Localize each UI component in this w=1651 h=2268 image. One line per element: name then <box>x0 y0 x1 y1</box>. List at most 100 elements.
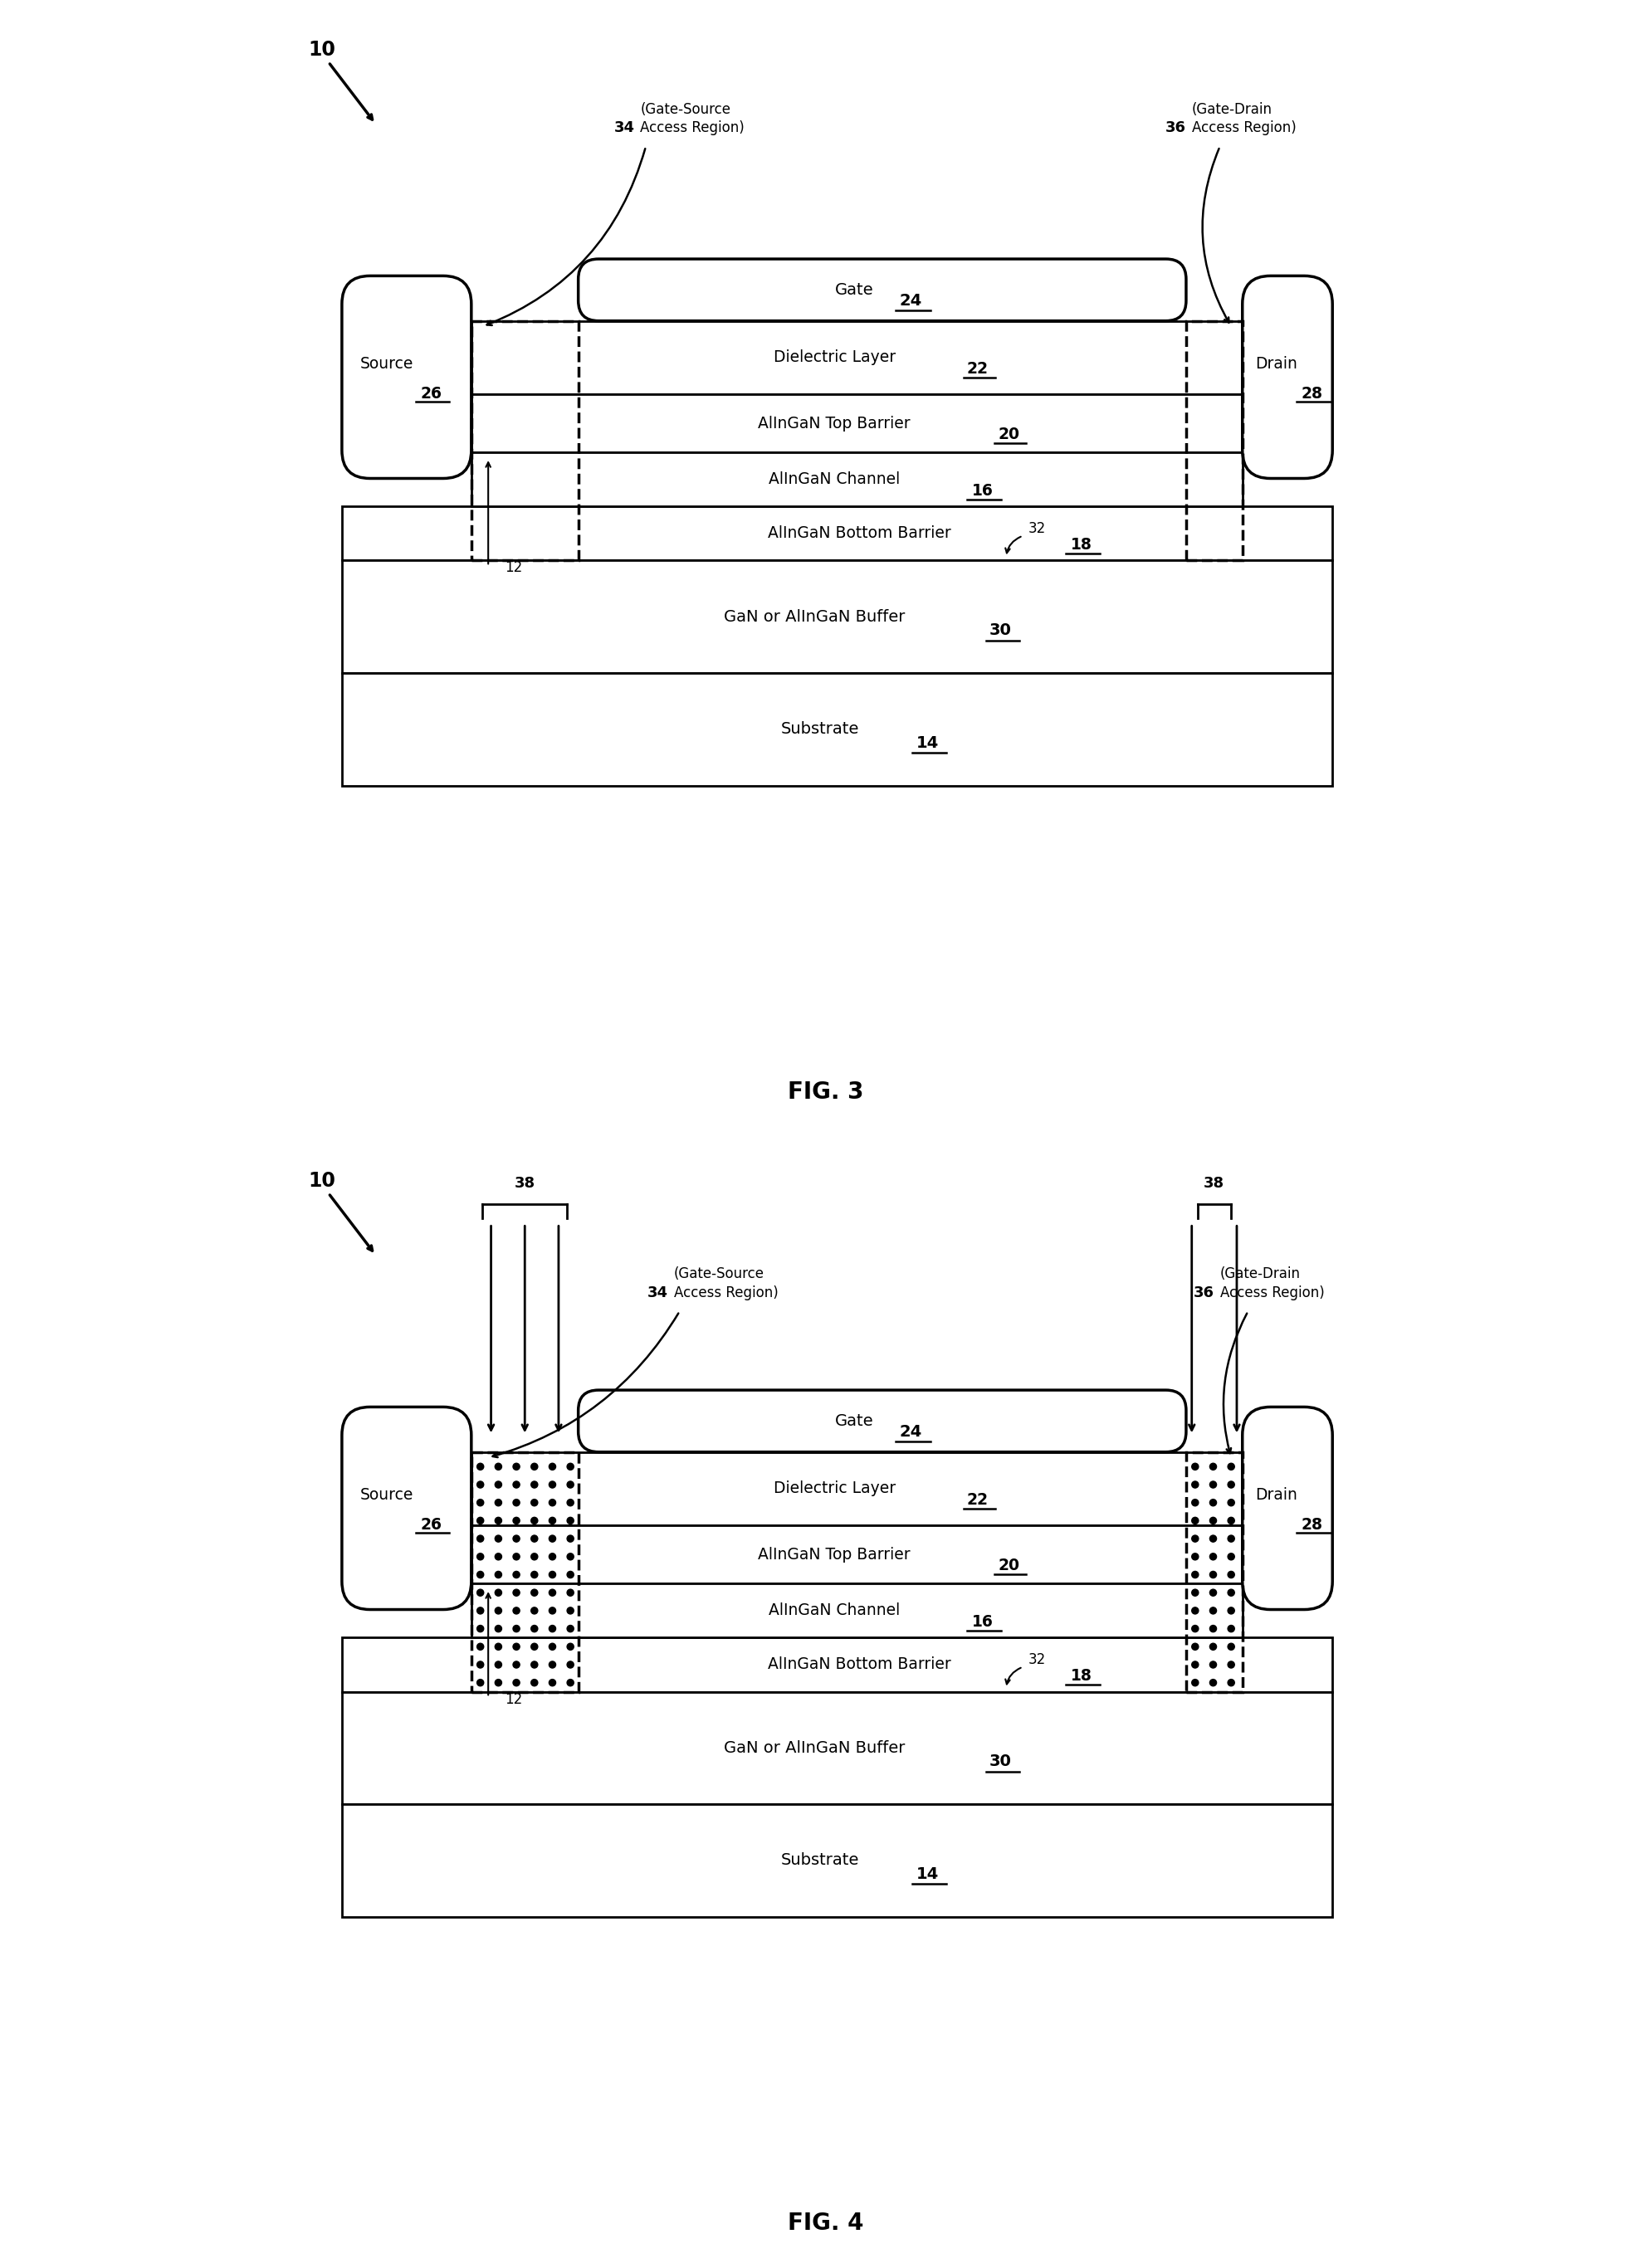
Circle shape <box>495 1535 502 1542</box>
Circle shape <box>477 1572 484 1579</box>
Text: 34: 34 <box>647 1286 669 1300</box>
Circle shape <box>548 1660 555 1667</box>
Circle shape <box>1190 1608 1199 1615</box>
Bar <box>471 395 1242 454</box>
Text: AlInGaN Top Barrier: AlInGaN Top Barrier <box>758 415 910 431</box>
Circle shape <box>1190 1590 1199 1597</box>
Circle shape <box>477 1590 484 1597</box>
Bar <box>471 320 578 560</box>
Circle shape <box>513 1678 520 1685</box>
Circle shape <box>548 1572 555 1579</box>
Text: 10: 10 <box>309 1170 335 1191</box>
Text: (Gate-Source
Access Region): (Gate-Source Access Region) <box>641 102 745 136</box>
Text: GaN or AlInGaN Buffer: GaN or AlInGaN Buffer <box>723 608 905 624</box>
Bar <box>342 1637 1332 1692</box>
Circle shape <box>1190 1660 1199 1667</box>
Text: 34: 34 <box>614 120 634 136</box>
Text: 14: 14 <box>915 735 938 751</box>
Circle shape <box>548 1463 555 1470</box>
Circle shape <box>530 1517 538 1524</box>
Circle shape <box>1227 1644 1233 1651</box>
Circle shape <box>1190 1481 1199 1488</box>
Circle shape <box>477 1517 484 1524</box>
Circle shape <box>1209 1463 1215 1470</box>
Text: Drain: Drain <box>1255 356 1296 372</box>
Text: 12: 12 <box>505 560 522 576</box>
Text: 16: 16 <box>972 483 994 499</box>
Circle shape <box>477 1499 484 1506</box>
Text: 30: 30 <box>989 621 1010 637</box>
Circle shape <box>513 1517 520 1524</box>
Circle shape <box>495 1572 502 1579</box>
Circle shape <box>1227 1535 1233 1542</box>
FancyBboxPatch shape <box>342 277 471 479</box>
Circle shape <box>513 1644 520 1651</box>
Text: 38: 38 <box>1204 1177 1223 1191</box>
Circle shape <box>566 1590 573 1597</box>
Circle shape <box>1209 1626 1215 1633</box>
Text: 14: 14 <box>915 1867 938 1882</box>
Text: 12: 12 <box>505 1692 522 1706</box>
Circle shape <box>548 1481 555 1488</box>
Circle shape <box>495 1608 502 1615</box>
Bar <box>342 560 1332 674</box>
Circle shape <box>477 1644 484 1651</box>
Circle shape <box>548 1535 555 1542</box>
Circle shape <box>1209 1644 1215 1651</box>
Text: 20: 20 <box>997 426 1019 442</box>
Text: 24: 24 <box>898 293 921 308</box>
Circle shape <box>566 1608 573 1615</box>
Circle shape <box>513 1608 520 1615</box>
Text: 28: 28 <box>1301 1517 1322 1533</box>
Circle shape <box>548 1499 555 1506</box>
Circle shape <box>513 1626 520 1633</box>
Circle shape <box>1227 1517 1233 1524</box>
Text: 22: 22 <box>966 361 987 376</box>
Text: Substrate: Substrate <box>781 1853 859 1869</box>
Circle shape <box>495 1554 502 1560</box>
Circle shape <box>1227 1554 1233 1560</box>
Text: 32: 32 <box>1029 1651 1045 1667</box>
Bar <box>471 1452 1242 1524</box>
Circle shape <box>1209 1608 1215 1615</box>
Circle shape <box>530 1499 538 1506</box>
Circle shape <box>530 1678 538 1685</box>
Circle shape <box>495 1644 502 1651</box>
Circle shape <box>1190 1572 1199 1579</box>
Circle shape <box>477 1660 484 1667</box>
Circle shape <box>566 1660 573 1667</box>
Text: 16: 16 <box>972 1615 994 1631</box>
Bar <box>471 1452 578 1692</box>
Text: Dielectric Layer: Dielectric Layer <box>773 1481 895 1497</box>
Text: 26: 26 <box>421 386 442 401</box>
Circle shape <box>1190 1644 1199 1651</box>
Text: FIG. 3: FIG. 3 <box>788 1080 863 1102</box>
Text: (Gate-Drain
Access Region): (Gate-Drain Access Region) <box>1190 102 1296 136</box>
Circle shape <box>1209 1660 1215 1667</box>
Text: AlInGaN Top Barrier: AlInGaN Top Barrier <box>758 1547 910 1563</box>
Circle shape <box>566 1626 573 1633</box>
FancyBboxPatch shape <box>342 1406 471 1610</box>
Circle shape <box>495 1626 502 1633</box>
Circle shape <box>566 1463 573 1470</box>
Circle shape <box>548 1626 555 1633</box>
Text: Dielectric Layer: Dielectric Layer <box>773 349 895 365</box>
FancyBboxPatch shape <box>1242 277 1332 479</box>
Circle shape <box>530 1481 538 1488</box>
FancyBboxPatch shape <box>1242 1406 1332 1610</box>
Text: 22: 22 <box>966 1492 987 1508</box>
Circle shape <box>566 1499 573 1506</box>
Circle shape <box>513 1481 520 1488</box>
Circle shape <box>1227 1660 1233 1667</box>
Bar <box>471 1524 1242 1583</box>
Circle shape <box>530 1626 538 1633</box>
Circle shape <box>1227 1481 1233 1488</box>
Text: Gate: Gate <box>834 1413 873 1429</box>
Circle shape <box>513 1590 520 1597</box>
Text: 24: 24 <box>898 1424 921 1440</box>
Text: AlInGaN Channel: AlInGaN Channel <box>768 472 900 488</box>
Circle shape <box>1227 1463 1233 1470</box>
Circle shape <box>477 1554 484 1560</box>
Circle shape <box>1190 1535 1199 1542</box>
Circle shape <box>548 1554 555 1560</box>
